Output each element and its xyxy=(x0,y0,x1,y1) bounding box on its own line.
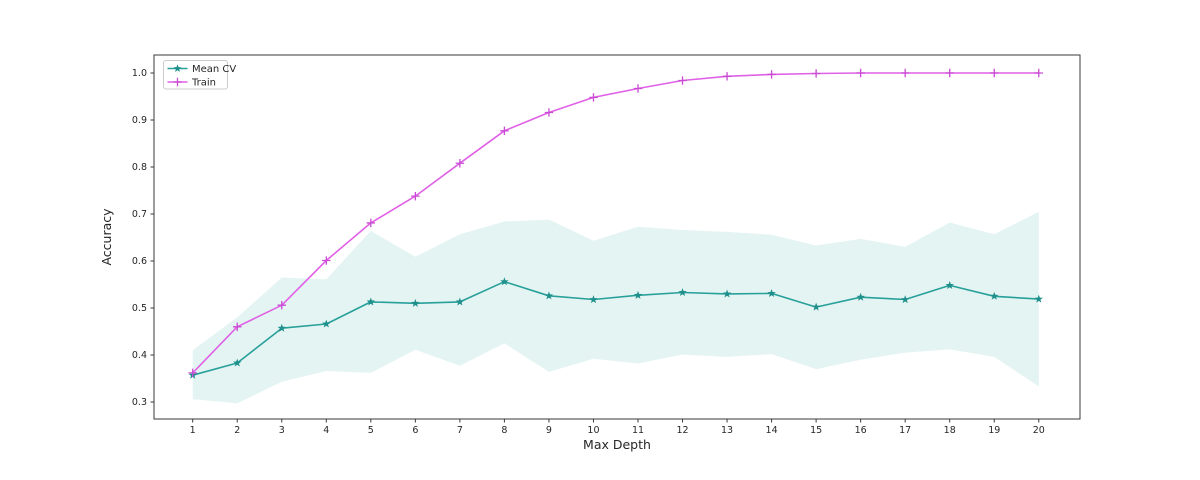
x-tick-label: 13 xyxy=(721,425,733,436)
x-tick-label: 7 xyxy=(457,425,463,436)
y-tick-label: 0.3 xyxy=(132,397,147,408)
train-marker xyxy=(455,159,465,168)
mean-cv-marker xyxy=(633,290,643,299)
confidence-band xyxy=(192,211,1039,404)
y-tick-label: 1.0 xyxy=(132,68,147,79)
train-marker xyxy=(366,218,376,228)
x-tick-label: 20 xyxy=(1033,425,1045,436)
x-tick-label: 17 xyxy=(899,425,911,436)
train-marker xyxy=(678,76,687,85)
x-tick-label: 18 xyxy=(944,425,956,436)
mean-cv-marker xyxy=(366,297,375,306)
y-tick-label: 0.9 xyxy=(132,115,147,126)
y-tick-label: 0.7 xyxy=(132,209,147,220)
train-marker xyxy=(811,69,821,78)
train-marker xyxy=(1034,68,1043,78)
train-marker xyxy=(589,93,598,102)
x-tick-label: 19 xyxy=(988,425,1000,436)
mean-cv-marker xyxy=(411,298,420,307)
train-marker xyxy=(633,84,643,93)
train-marker xyxy=(544,108,554,117)
mean-cv-marker xyxy=(901,295,910,304)
y-tick-label: 0.4 xyxy=(132,350,147,361)
x-tick-label: 8 xyxy=(501,425,507,436)
train-line xyxy=(192,72,1039,374)
train-marker xyxy=(188,368,197,378)
mean-cv-marker xyxy=(856,292,865,301)
legend-entry-label: Train xyxy=(191,77,216,88)
mean-cv-marker xyxy=(1034,294,1043,303)
x-tick-label: 3 xyxy=(279,425,285,436)
train-marker xyxy=(767,70,776,79)
train-marker xyxy=(722,72,732,81)
legend-star-marker-icon xyxy=(173,64,182,72)
legend-entry-label: Mean CV xyxy=(192,64,236,75)
mean-cv-marker xyxy=(544,291,554,300)
mean-cv-marker xyxy=(233,358,242,367)
mean-cv-marker xyxy=(767,289,776,297)
x-tick-label: 14 xyxy=(766,425,778,436)
x-tick-label: 6 xyxy=(412,425,418,436)
train-marker xyxy=(990,68,999,78)
x-tick-label: 15 xyxy=(810,425,822,436)
x-axis-label: Max Depth xyxy=(583,437,651,452)
x-tick-label: 9 xyxy=(546,425,552,436)
train-marker xyxy=(856,68,865,78)
train-marker xyxy=(900,68,910,78)
legend-plus-marker-icon xyxy=(173,77,182,87)
y-tick-label: 0.8 xyxy=(132,162,147,173)
x-tick-label: 2 xyxy=(234,425,240,436)
mean-cv-line xyxy=(192,280,1039,376)
train-marker xyxy=(277,300,286,310)
x-tick-label: 11 xyxy=(632,425,644,436)
mean-cv-marker xyxy=(589,295,598,304)
mean-cv-marker xyxy=(678,288,687,297)
mean-cv-marker xyxy=(277,323,286,332)
x-tick-label: 10 xyxy=(587,425,599,436)
train-marker xyxy=(233,322,242,331)
x-tick-label: 5 xyxy=(368,425,374,436)
y-tick-label: 0.5 xyxy=(132,303,147,314)
mean-cv-marker xyxy=(990,291,999,300)
train-marker xyxy=(500,126,509,136)
train-marker xyxy=(411,191,420,201)
train-marker xyxy=(322,256,331,265)
mean-cv-marker xyxy=(455,297,465,306)
y-axis-label: Accuracy xyxy=(99,208,114,266)
x-tick-label: 16 xyxy=(855,425,867,436)
y-tick-label: 0.6 xyxy=(132,256,147,267)
x-tick-label: 4 xyxy=(323,425,329,436)
mean-cv-marker xyxy=(500,277,509,286)
axes-spines xyxy=(153,54,1081,420)
mean-cv-marker xyxy=(722,289,732,298)
mean-cv-marker xyxy=(322,319,331,328)
x-tick-label: 12 xyxy=(676,425,688,436)
mean-cv-marker xyxy=(811,302,821,311)
train-marker xyxy=(945,68,954,78)
mean-cv-marker xyxy=(945,281,954,289)
x-tick-label: 1 xyxy=(190,425,196,436)
